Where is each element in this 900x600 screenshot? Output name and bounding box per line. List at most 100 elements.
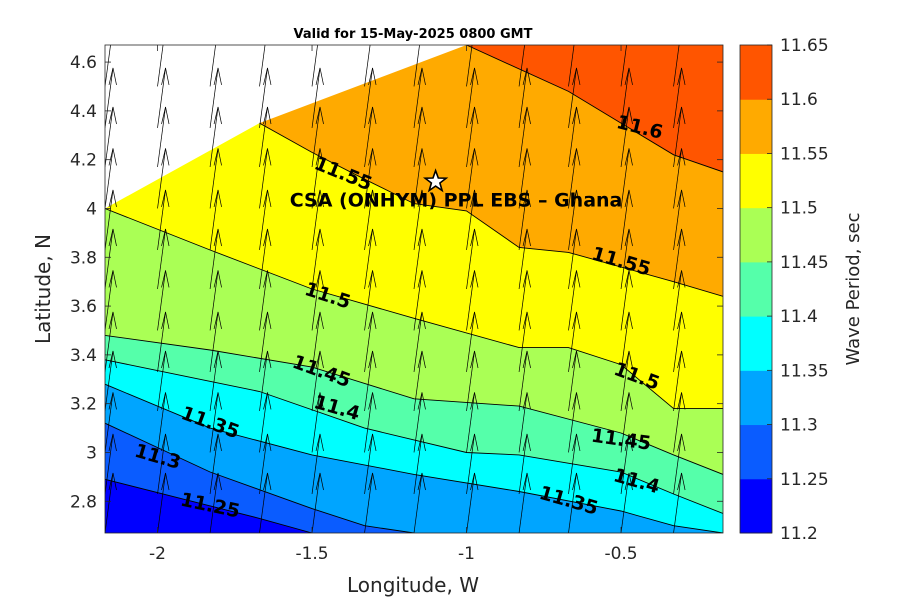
wave-vector [311,67,324,129]
y-tick-label: 3 [86,443,97,463]
wave-vector [466,472,479,533]
colorbar-tick-label: 11.55 [780,144,829,164]
contour-line-11.3 [105,422,415,533]
wave-vector [466,433,479,495]
wave-vector [311,270,324,331]
wave-vector [673,148,686,209]
wave-vector [364,350,377,412]
colorbar-label: Wave Period, sec [843,212,864,365]
wave-vector [620,228,633,290]
wave-vector [364,392,377,453]
wave-vector [413,106,426,168]
wave-vector [364,228,377,290]
wave-vector [568,392,581,453]
wave-vector [568,67,581,129]
wave-vector [157,189,170,251]
contour-line-11.5 [105,208,723,410]
wave-vector [673,45,680,87]
colorbar-tick-label: 11.5 [780,199,818,219]
wave-vector [259,350,272,412]
wave-vector [413,67,426,129]
contour-line-11.6 [466,45,723,173]
wave-vector [673,67,686,129]
wave-vector [364,67,377,129]
wave-vector [209,148,222,209]
y-tick-label: 2.8 [70,492,97,512]
wave-vector [568,228,581,290]
wave-vector [311,228,324,290]
plot-frame [104,44,724,534]
band-11.45 [105,208,723,475]
band-11.35 [105,359,723,533]
wave-vector [209,228,222,290]
wave-vector [466,106,479,168]
wave-vector [157,433,170,495]
wave-vector [466,228,479,290]
wave-vector [157,392,170,453]
wave-vector [413,433,426,495]
wave-vector [105,350,117,412]
wave-vector [568,106,581,168]
wave-vector [311,189,324,251]
wave-vector [209,350,222,412]
colorbar-swatch [740,478,772,534]
wave-vector [620,472,633,533]
wave-vector [466,392,479,453]
wave-vector [209,270,222,331]
wave-vector [518,106,531,168]
wave-vector [259,189,272,251]
wave-vector [673,433,686,495]
colorbar: 11.2 11.25 11.3 11.35 11.4 11.45 11.5 11.55 11.6… [739,36,829,544]
x-tick-label: -1 [458,544,475,564]
wave-direction-vectors [105,45,686,533]
wave-vector [620,189,633,251]
wave-vector [466,311,479,373]
band-11.55 [259,45,723,297]
colorbar-tick-label: 11.4 [780,307,818,327]
colorbar-swatch [740,261,772,317]
contour-line-11.35 [105,383,723,533]
wave-vector [364,106,377,168]
wave-vector [157,472,170,533]
wave-vector [620,106,633,168]
y-tick-label: 3.4 [70,346,97,366]
wave-vector [105,189,117,251]
y-axis-ticks: 2.8 3 3.2 3.4 3.6 3.8 4 4.2 4.4 4.6 [70,53,723,512]
wave-vector [209,67,222,129]
wave-vector [259,311,272,373]
band-11.4 [105,335,723,514]
colorbar-tick-label: 11.6 [780,90,818,110]
wave-vector [620,67,633,129]
wave-vector [105,311,117,373]
wave-vector [311,392,324,453]
colorbar-tick-label: 11.45 [780,253,829,273]
wave-vector [157,228,170,290]
wave-vector [413,189,426,251]
wave-vector [157,67,170,129]
wave-vector [157,311,170,373]
wave-vector [568,311,581,373]
wave-vector [518,45,525,87]
wave-vector [364,148,377,209]
wave-vector [157,148,170,209]
wave-vector [311,106,324,168]
wave-vector [364,270,377,331]
x-tick-label: -1.5 [295,544,328,564]
wave-vector [518,472,531,533]
wave-vector [568,45,575,87]
wave-vector [259,148,272,209]
wave-vector [568,350,581,412]
wave-vector [105,228,117,290]
wave-vector [673,270,686,331]
x-tick-label: -2 [149,544,166,564]
colorbar-swatch [740,45,772,100]
wave-vector [259,106,272,168]
wave-vector [466,350,479,412]
contour-fill-layer [105,45,723,533]
wave-vector [518,392,531,453]
wave-vector [568,189,581,251]
band-11.6-11.65 [466,45,723,172]
wave-vector [105,433,117,495]
wave-vector [157,106,170,168]
wave-vector [413,228,426,290]
